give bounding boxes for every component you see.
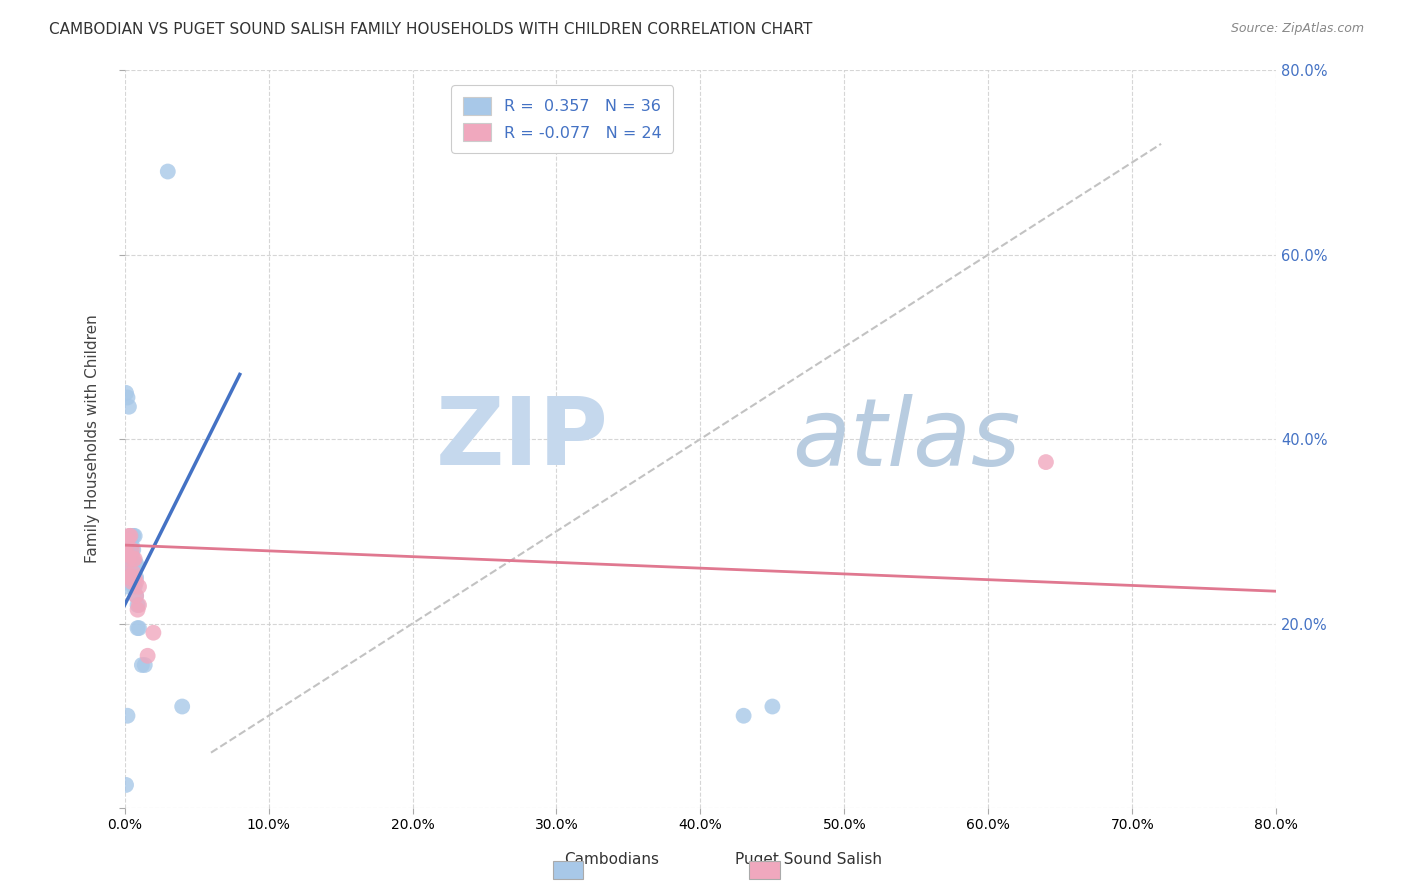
Point [120,570,142,584]
Point [124,557,146,571]
Point [121,538,143,552]
Point [124,570,146,584]
Point [127,621,149,635]
Point [121,547,143,561]
Point [128,621,150,635]
Point [131,658,153,673]
Point [124,580,146,594]
Point [117,708,139,723]
Point [118,552,141,566]
Point [124,552,146,566]
Point [156,164,179,178]
Point [122,566,145,580]
Point [118,533,141,548]
Point [120,542,142,557]
Text: ZIP: ZIP [436,393,609,485]
Point [127,598,149,612]
Point [142,625,165,640]
Point [115,778,138,792]
Y-axis label: Family Households with Children: Family Households with Children [86,315,100,564]
Point [125,557,148,571]
Point [118,400,141,414]
Point [115,547,138,561]
Point [122,561,145,575]
Point [117,552,139,566]
Point [125,570,148,584]
Point [120,566,142,580]
Point [128,580,150,594]
Text: Source: ZipAtlas.com: Source: ZipAtlas.com [1230,22,1364,36]
Point [125,589,148,603]
Point [761,699,783,714]
Point [117,533,139,548]
Point [122,529,145,543]
Point [115,538,138,552]
Point [121,566,143,580]
Point [118,529,141,543]
Point [118,542,141,557]
Point [125,589,148,603]
Point [124,529,146,543]
Point [172,699,194,714]
Point [121,574,143,589]
Point [118,552,141,566]
Point [733,708,755,723]
Point [118,561,141,575]
Point [127,602,149,616]
Point [115,580,138,594]
Point [120,529,142,543]
Text: CAMBODIAN VS PUGET SOUND SALISH FAMILY HOUSEHOLDS WITH CHILDREN CORRELATION CHAR: CAMBODIAN VS PUGET SOUND SALISH FAMILY H… [49,22,813,37]
Point [117,547,139,561]
Point [117,557,139,571]
Point [117,547,139,561]
Point [1035,455,1057,469]
Text: Cambodians: Cambodians [564,852,659,867]
Point [122,542,145,557]
Point [117,566,139,580]
Point [118,570,141,584]
Point [136,648,159,663]
Point [117,391,139,405]
Legend: R =  0.357   N = 36, R = -0.077   N = 24: R = 0.357 N = 36, R = -0.077 N = 24 [451,86,673,153]
Point [122,580,145,594]
Point [120,552,142,566]
Point [128,598,150,612]
Point [115,385,138,400]
Point [117,566,139,580]
Point [122,552,145,566]
Point [115,561,138,575]
Text: Puget Sound Salish: Puget Sound Salish [735,852,882,867]
Point [125,574,148,589]
Point [120,529,142,543]
Text: atlas: atlas [793,393,1021,484]
Point [115,570,138,584]
Point [121,557,143,571]
Point [134,658,156,673]
Point [118,557,141,571]
Point [121,542,143,557]
